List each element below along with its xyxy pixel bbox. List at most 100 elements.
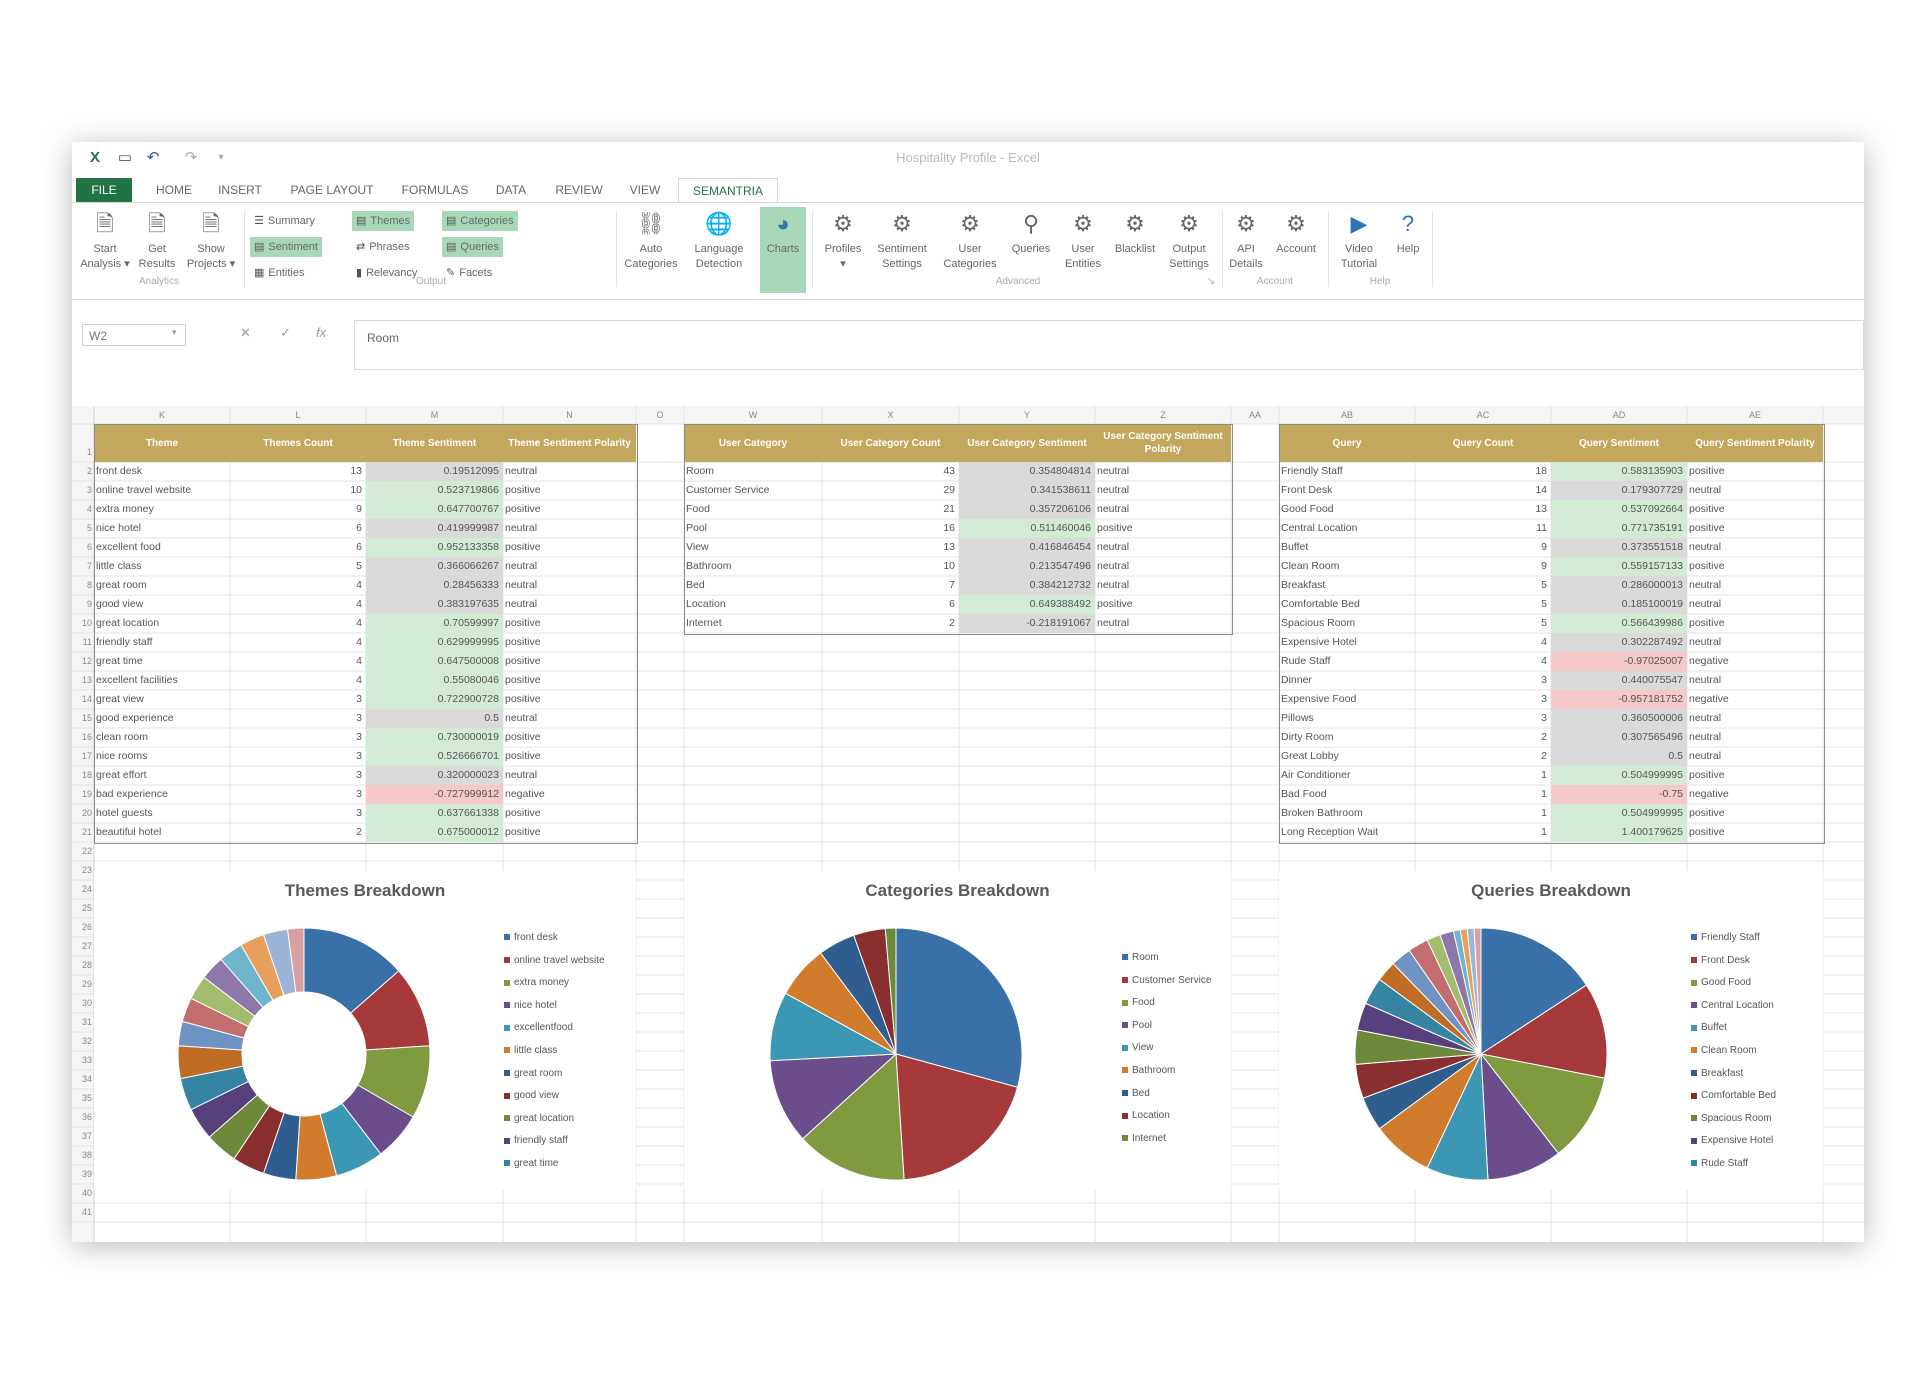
redo-icon[interactable]: ↷	[184, 149, 198, 166]
customize-quick-access-icon[interactable]: ▾	[218, 152, 224, 163]
legend-swatch	[504, 1092, 510, 1099]
pie-slice[interactable]	[884, 927, 897, 1055]
user-entities-button[interactable]: ⚙ User Entities	[1060, 207, 1106, 293]
language-detection-button[interactable]: 🌐 Language Detection	[686, 207, 752, 293]
insert-function-icon[interactable]: fx	[316, 325, 327, 340]
tab-data[interactable]: DATA	[495, 183, 527, 197]
summary-button[interactable]: ☰ Summary	[250, 211, 319, 231]
projects-icon: 🗎	[202, 211, 220, 236]
queries_table-cell-count: 18	[1535, 465, 1547, 477]
themes_table-cell-label: nice rooms	[96, 750, 148, 762]
row-header: 6	[86, 542, 92, 552]
categories-icon: ▤	[446, 215, 457, 227]
themes_table-cell-count: 4	[356, 617, 362, 629]
categories-gear-icon: ⚙	[960, 211, 980, 236]
pie-slice[interactable]	[802, 1052, 905, 1181]
column-header: AA	[1248, 410, 1261, 420]
help-button[interactable]: ? Help	[1388, 207, 1428, 293]
categories_table-cell-sentiment: 0.357206106	[959, 500, 1095, 519]
save-icon[interactable]: ▭	[117, 149, 133, 166]
chart-2[interactable]: Queries Breakdown Friendly Staff Front Des…	[1279, 871, 1823, 1190]
queries_table-cell-polarity: positive	[1689, 465, 1725, 477]
themes_table-cell-polarity: positive	[505, 731, 541, 743]
cancel-icon[interactable]: ✕	[240, 325, 251, 340]
tab-insert[interactable]: INSERT	[218, 183, 262, 197]
categories-button[interactable]: ▤ Categories	[442, 211, 518, 231]
legend-item: Friendly Staff	[1691, 927, 1776, 950]
queries_table-cell-label: Dirty Room	[1281, 731, 1334, 743]
queries_table-cell-label: Buffet	[1281, 541, 1309, 553]
charts-button[interactable]: ◕ Charts	[760, 207, 806, 293]
name-box[interactable]: W2	[82, 324, 186, 346]
excel-logo-icon: X	[89, 149, 100, 166]
queries_table-cell-sentiment: 0.286000013	[1551, 576, 1687, 595]
themes_table-cell-sentiment: 0.70599997	[366, 614, 503, 633]
chart-0[interactable]: Themes Breakdown front desk online travel …	[94, 871, 636, 1190]
profiles-button[interactable]: ⚙ Profiles ▾	[816, 207, 870, 293]
queries_table-cell-polarity: positive	[1689, 503, 1725, 515]
dialog-launcher-icon[interactable]: ↘	[1206, 276, 1216, 287]
sentiment-button[interactable]: ▤ Sentiment	[250, 237, 322, 257]
api-details-button[interactable]: ⚙ API Details	[1226, 207, 1266, 293]
name-box-dropdown-icon[interactable]: ▾	[172, 327, 177, 337]
queries_table-cell-label: Comfortable Bed	[1281, 598, 1360, 610]
results-icon: 🗎	[148, 211, 166, 236]
facets-button[interactable]: ✎ Facets	[442, 263, 496, 283]
pie-slice[interactable]	[1479, 1053, 1606, 1155]
row-header: 40	[81, 1188, 92, 1198]
formula-input[interactable]: Room	[354, 320, 1864, 370]
row-header: 11	[82, 637, 92, 647]
undo-icon[interactable]: ↶	[146, 149, 160, 166]
output-settings-button[interactable]: ⚙ Output Settings	[1162, 207, 1216, 293]
themes-button[interactable]: ▤ Themes	[352, 211, 415, 231]
relevancy-button[interactable]: ▮ Relevancy	[352, 263, 421, 283]
queries-small-button[interactable]: ▤ Queries	[442, 237, 503, 257]
queries_table-column-header: Query Sentiment Polarity	[1695, 437, 1815, 449]
tab-formulas[interactable]: FORMULAS	[401, 183, 469, 197]
sentiment-settings-button[interactable]: ⚙ Sentiment Settings	[870, 207, 934, 293]
show-projects-button[interactable]: 🗎 Show Projects ▾	[182, 207, 240, 293]
tab-review[interactable]: REVIEW	[555, 183, 603, 197]
worksheet-grid[interactable]: K L M N O W X Y Z AA AB AC AD AE 1 2 3 4 5 6 7 8 9 10 11 12 13 14 15…	[72, 390, 1864, 1242]
title-bar: X ▭ ↶ ↷ ▾ Hospitality Profile - Excel	[72, 142, 1864, 174]
categories_table-cell-polarity: neutral	[1097, 465, 1130, 477]
tab-page-layout[interactable]: PAGE LAYOUT	[290, 183, 374, 197]
legend-item: friendly staff	[504, 1130, 605, 1153]
tab-semantria[interactable]: SEMANTRIA	[678, 178, 778, 204]
pie-slice[interactable]	[1480, 927, 1588, 1055]
auto-categories-button[interactable]: ⛓ Auto Categories	[620, 207, 682, 293]
row-header: 1	[86, 447, 92, 457]
enter-icon[interactable]: ✓	[280, 325, 291, 340]
start-analysis-button[interactable]: 🗎 Start Analysis ▾	[76, 207, 134, 293]
legend-label: Customer Service	[1132, 974, 1212, 986]
themes_table-cell-sentiment: 0.383197635	[366, 595, 503, 614]
chart-1[interactable]: Categories Breakdown Room Customer Service…	[684, 871, 1231, 1190]
pie-slice[interactable]	[895, 1053, 1019, 1181]
phrases-button[interactable]: ⇄ Phrases	[352, 237, 414, 257]
get-results-button[interactable]: 🗎 Get Results	[132, 207, 182, 293]
pie-slice[interactable]	[1480, 1052, 1560, 1181]
categories_table-cell-polarity: neutral	[1097, 503, 1130, 515]
pie-slice[interactable]	[1479, 984, 1608, 1079]
pie-slice[interactable]	[1473, 927, 1482, 1055]
entities-button[interactable]: ▦ Entities	[250, 263, 308, 283]
tab-file[interactable]: FILE	[76, 178, 132, 202]
row-header: 2	[86, 466, 92, 476]
queries-button[interactable]: ⚲ Queries	[1006, 207, 1056, 293]
pie-slice[interactable]	[895, 927, 1023, 1088]
user-categories-button[interactable]: ⚙ User Categories	[938, 207, 1002, 293]
queries_table-cell-polarity: positive	[1689, 522, 1725, 534]
tab-home[interactable]: HOME	[156, 183, 192, 197]
blacklist-button[interactable]: ⚙ Blacklist	[1108, 207, 1162, 293]
pie-slice[interactable]	[769, 1053, 898, 1140]
video-tutorial-button[interactable]: ▶ Video Tutorial	[1332, 207, 1386, 293]
themes_table-cell-polarity: positive	[505, 484, 541, 496]
themes_table-cell-count: 4	[356, 636, 362, 648]
queries_table-cell-label: Broken Bathroom	[1281, 807, 1363, 819]
themes_table-cell-count: 6	[356, 541, 362, 553]
account-button[interactable]: ⚙ Account	[1268, 207, 1324, 293]
queries_table-cell-count: 1	[1541, 788, 1547, 800]
queries_table-cell-sentiment: -0.97025007	[1551, 652, 1687, 671]
tab-view[interactable]: VIEW	[629, 183, 661, 197]
pie-slice[interactable]	[286, 927, 305, 994]
